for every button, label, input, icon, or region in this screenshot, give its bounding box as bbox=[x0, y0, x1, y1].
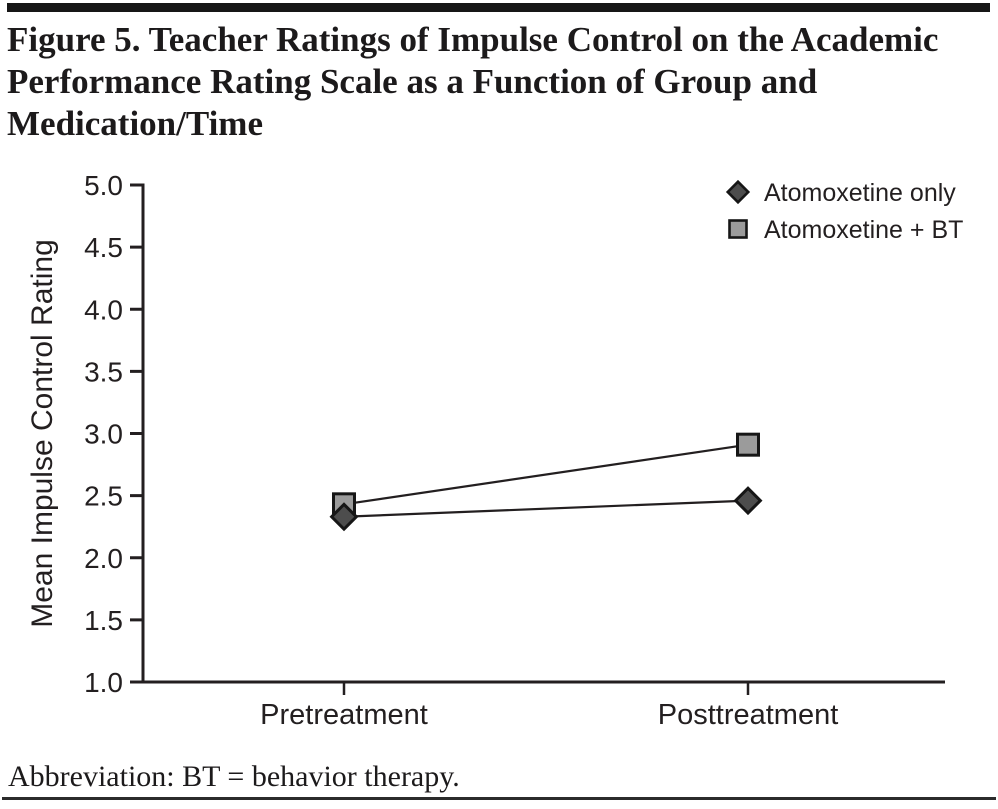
line-chart: 5.0 4.5 4.0 3.5 3.0 2.5 2.0 1.5 1.0 Pretreatment P… bbox=[26, 170, 963, 731]
x-category-label: Pretreatment bbox=[260, 699, 428, 731]
y-tick-label: 3.5 bbox=[84, 356, 123, 387]
figure-title: Figure 5. Teacher Ratings of Impulse Con… bbox=[7, 19, 995, 145]
figure-title-line-1: Figure 5. Teacher Ratings of Impulse Con… bbox=[7, 20, 939, 59]
y-tick-label: 1.5 bbox=[84, 605, 123, 636]
series-line bbox=[343, 443, 749, 506]
legend-diamond-icon bbox=[725, 179, 751, 205]
y-tick-label: 4.0 bbox=[84, 294, 123, 325]
chart-area: 5.0 4.5 4.0 3.5 3.0 2.5 2.0 1.5 1.0 Pretreatment P… bbox=[0, 160, 998, 745]
y-axis-title: Mean Impulse Control Rating bbox=[26, 239, 59, 628]
abbreviation-note: Abbreviation: BT = behavior therapy. bbox=[8, 760, 460, 793]
series-line bbox=[343, 499, 749, 518]
y-tick-label: 2.0 bbox=[84, 543, 123, 574]
y-tick-label: 4.5 bbox=[84, 232, 123, 263]
data-point-diamond bbox=[733, 486, 763, 516]
legend-square-icon bbox=[728, 219, 748, 239]
figure-title-line-2: Performance Rating Scale as a Function o… bbox=[7, 62, 818, 101]
legend-label: Atomoxetine only bbox=[764, 179, 956, 207]
top-rule bbox=[7, 3, 990, 12]
x-category-label: Posttreatment bbox=[658, 699, 839, 731]
y-tick-label: 2.5 bbox=[84, 481, 123, 512]
data-point-diamond bbox=[329, 502, 359, 532]
y-tick-label: 3.0 bbox=[84, 419, 123, 450]
y-tick-label: 1.0 bbox=[84, 667, 123, 698]
bottom-rule bbox=[2, 797, 996, 800]
legend-label: Atomoxetine + BT bbox=[764, 216, 963, 244]
data-point-square bbox=[736, 432, 760, 457]
figure-title-line-3: Medication/Time bbox=[7, 104, 263, 143]
y-tick-label: 5.0 bbox=[84, 170, 123, 201]
